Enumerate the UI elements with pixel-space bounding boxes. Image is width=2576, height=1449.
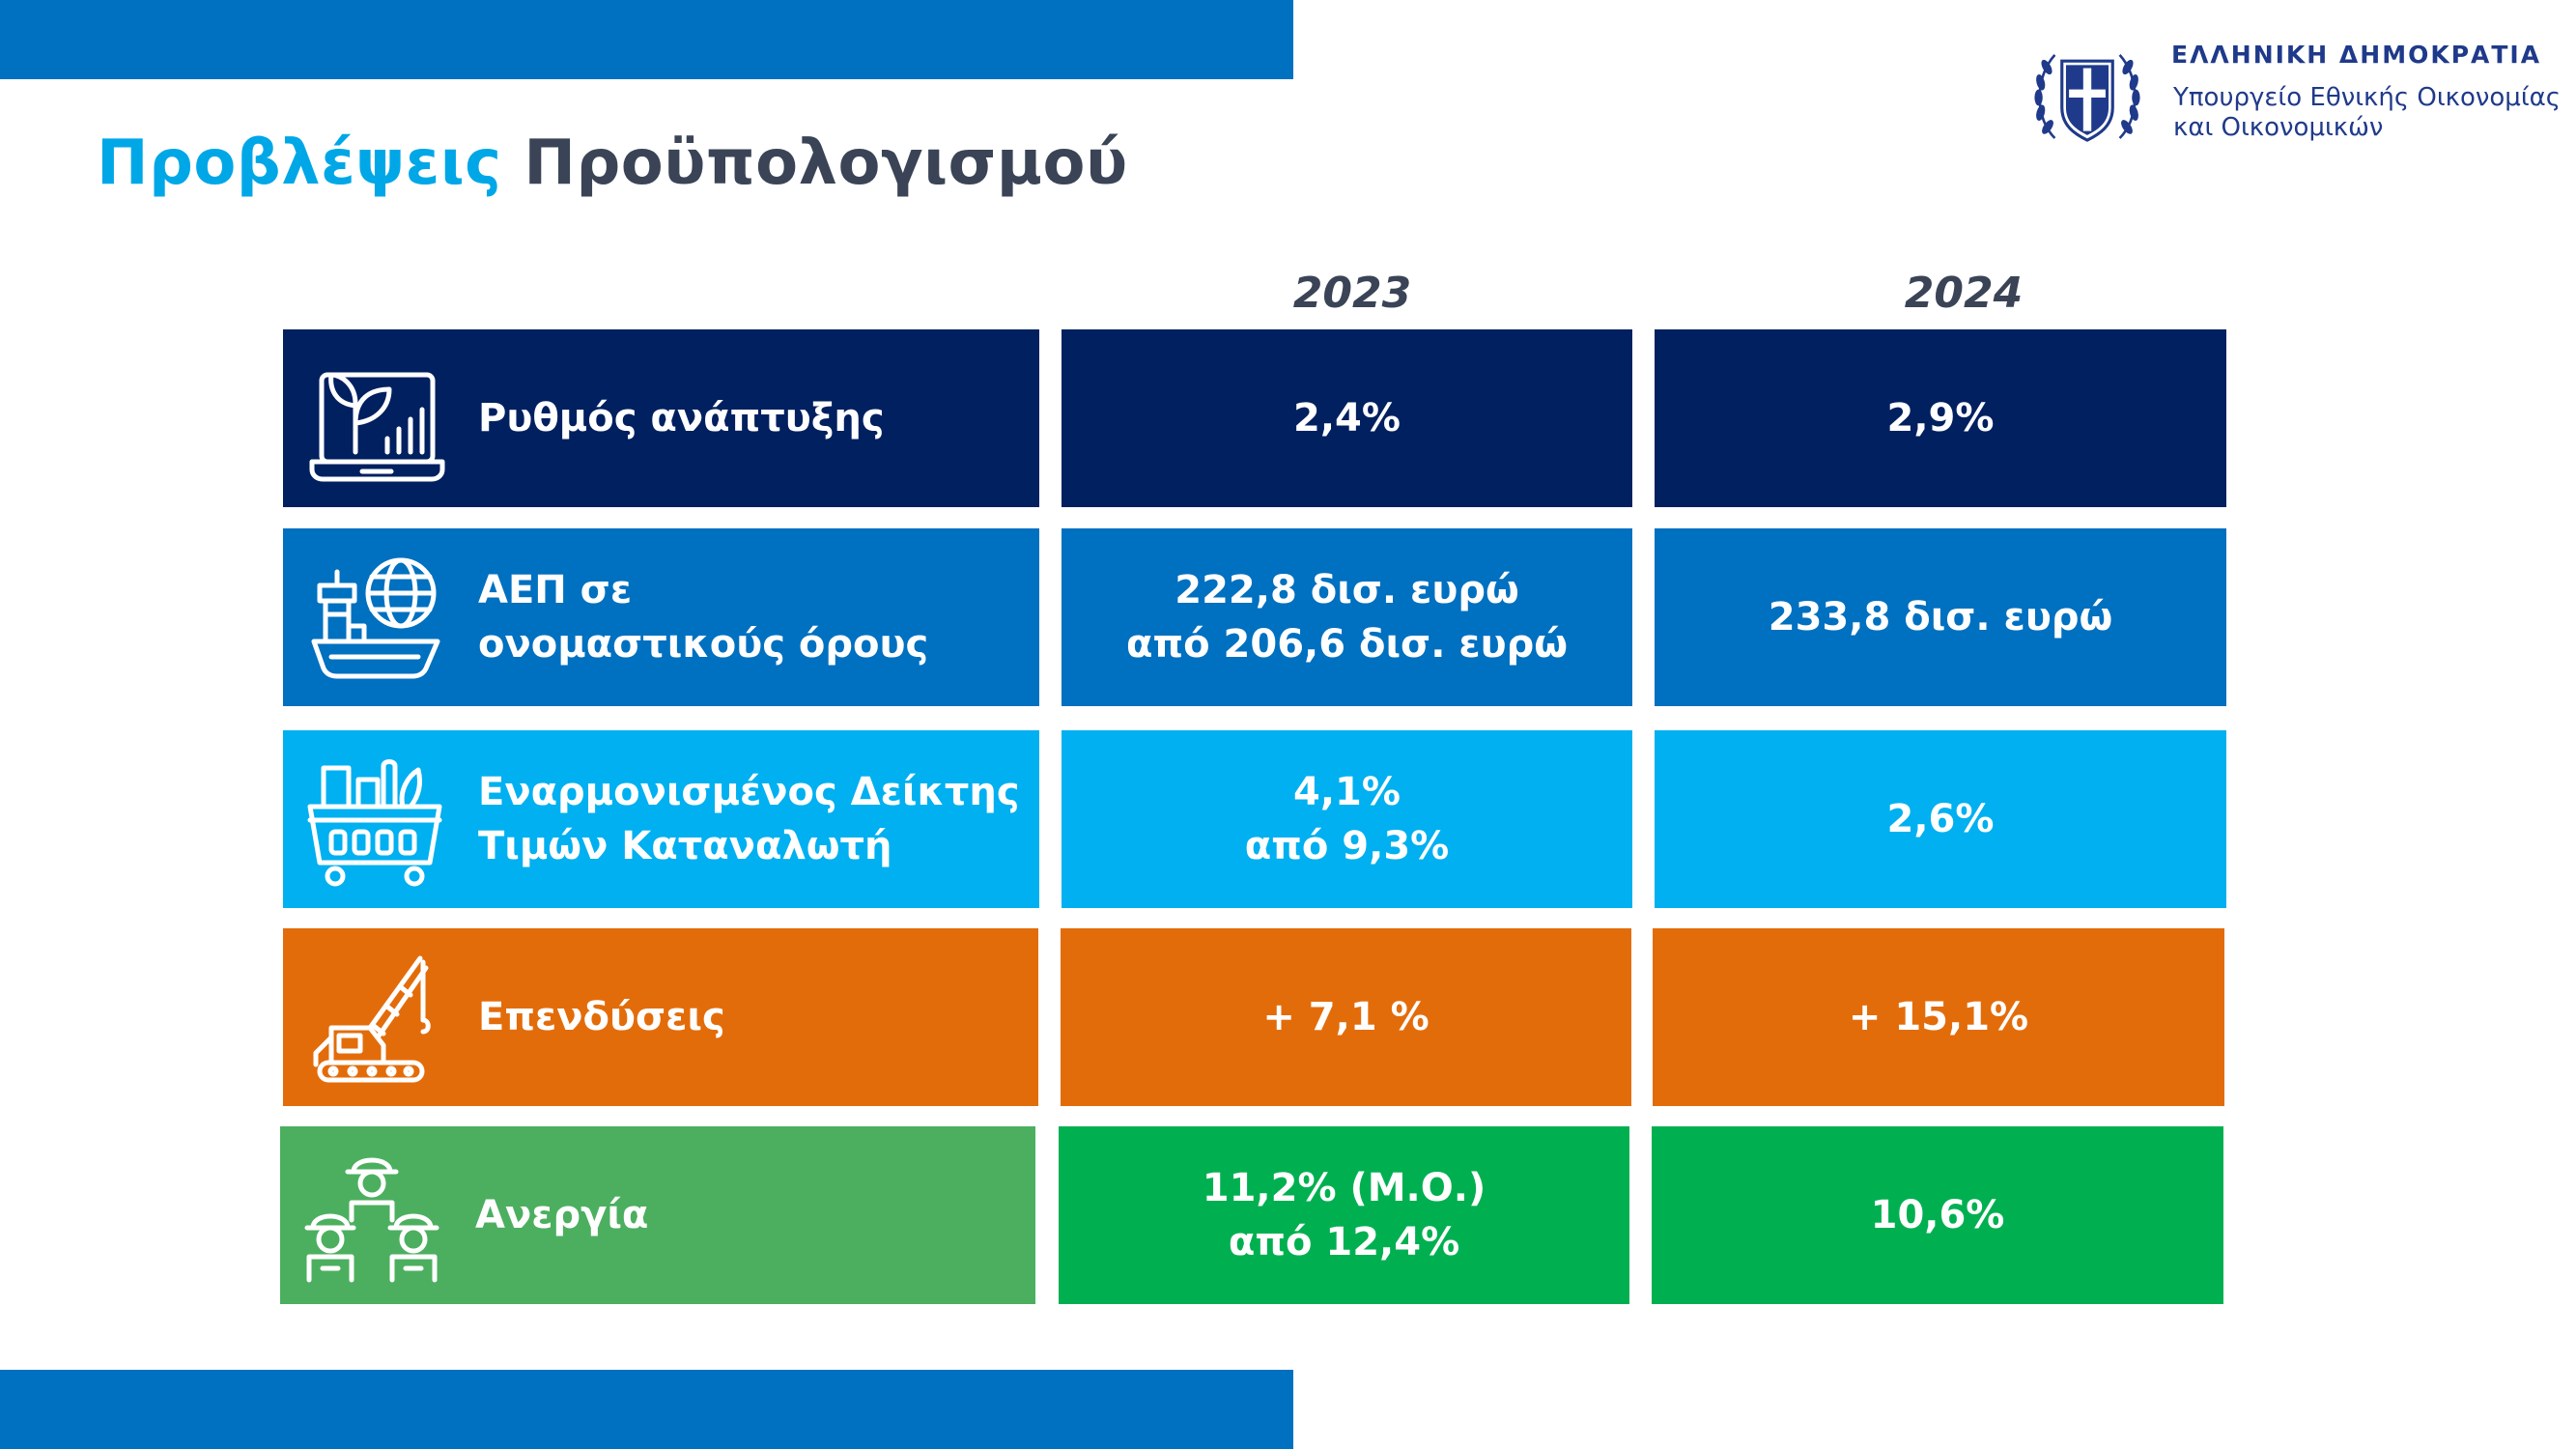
row-growth-2023-cell: 2,4% xyxy=(1062,329,1632,507)
year-header-2024: 2024 xyxy=(1904,269,2024,318)
excavator-crane-icon xyxy=(313,955,431,1083)
workers-group-icon xyxy=(304,1157,439,1283)
row-unemployment-2024-value: 10,6% xyxy=(1870,1193,2005,1237)
page-title-part1: Προβλέψεις xyxy=(97,128,502,199)
growth-chart-icon xyxy=(309,372,445,482)
row-unemployment-2023-cell: 11,2% (Μ.Ο.) από 12,4% xyxy=(1059,1126,1629,1304)
row-investments-2024-value: + 15,1% xyxy=(1848,995,2029,1039)
row-gdp-label-line2: ονομαστικούς όρους xyxy=(478,622,929,667)
row-growth-label: Ρυθμός ανάπτυξης xyxy=(478,391,885,445)
row-investments-label-cell: Επενδύσεις xyxy=(283,928,1038,1106)
row-gdp-label-cell: ΑΕΠ σε ονομαστικούς όρους xyxy=(283,528,1039,706)
row-hicp-2023-previous: από 9,3% xyxy=(1244,824,1450,868)
page-title-part2: Προϋπολογισμού xyxy=(524,128,1128,199)
row-gdp-label: ΑΕΠ σε ονομαστικούς όρους xyxy=(478,563,928,671)
row-unemployment-label: Ανεργία xyxy=(475,1188,648,1242)
ministry-name-line2: και Οικονομικών xyxy=(2173,113,2384,142)
top-accent-bar xyxy=(0,0,1293,79)
row-investments-2023-cell: + 7,1 % xyxy=(1061,928,1631,1106)
row-investments-2024-cell: + 15,1% xyxy=(1653,928,2224,1106)
row-unemployment-2023-value: 11,2% (Μ.Ο.) xyxy=(1202,1166,1486,1210)
row-growth-2024-cell: 2,9% xyxy=(1655,329,2226,507)
row-hicp-label-cell: Εναρμονισμένος Δείκτης Τιμών Καταναλωτή xyxy=(283,730,1039,908)
page-title: Προβλέψεις Προϋπολογισμού xyxy=(97,128,1128,199)
year-header-2023: 2023 xyxy=(1292,269,1412,318)
row-hicp-2023-value: 4,1% xyxy=(1293,770,1401,814)
row-growth-label-line: Ρυθμός ανάπτυξης xyxy=(478,396,885,440)
row-investments-2023-value: + 7,1 % xyxy=(1262,995,1430,1039)
row-unemployment-2024-cell: 10,6% xyxy=(1652,1126,2223,1304)
row-gdp-2023-cell: 222,8 δισ. ευρώ από 206,6 δισ. ευρώ xyxy=(1062,528,1632,706)
row-investments-label: Επενδύσεις xyxy=(478,990,725,1044)
shopping-basket-icon xyxy=(307,759,442,887)
row-gdp-label-line1: ΑΕΠ σε xyxy=(478,568,633,612)
row-gdp-2023-value: 222,8 δισ. ευρώ xyxy=(1175,568,1519,612)
ministry-country-name: ΕΛΛΗΝΙΚΗ ΔΗΜΟΚΡΑΤΙΑ xyxy=(2171,41,2542,69)
row-unemployment-2023-previous: από 12,4% xyxy=(1228,1220,1460,1264)
row-gdp-2024-cell: 233,8 δισ. ευρώ xyxy=(1655,528,2226,706)
row-hicp-2024-cell: 2,6% xyxy=(1655,730,2226,908)
row-hicp-2024-value: 2,6% xyxy=(1886,797,1995,841)
greek-coat-of-arms-icon xyxy=(2034,54,2140,142)
row-gdp-2024-value: 233,8 δισ. ευρώ xyxy=(1768,595,2113,639)
globe-ship-icon xyxy=(311,557,440,679)
row-hicp-label-line1: Εναρμονισμένος Δείκτης xyxy=(478,770,1020,814)
row-growth-label-cell: Ρυθμός ανάπτυξης xyxy=(283,329,1039,507)
row-unemployment-label-line: Ανεργία xyxy=(475,1193,649,1237)
ministry-name-line1: Υπουργείο Εθνικής Οικονομίας xyxy=(2173,83,2562,112)
row-hicp-label: Εναρμονισμένος Δείκτης Τιμών Καταναλωτή xyxy=(478,765,1020,873)
row-investments-label-line: Επενδύσεις xyxy=(478,995,725,1039)
row-growth-2023-value: 2,4% xyxy=(1293,396,1401,440)
row-hicp-label-line2: Τιμών Καταναλωτή xyxy=(478,824,892,868)
row-unemployment-label-cell: Ανεργία xyxy=(280,1126,1035,1304)
row-gdp-2023-previous: από 206,6 δισ. ευρώ xyxy=(1126,622,1568,667)
row-hicp-2023-cell: 4,1% από 9,3% xyxy=(1062,730,1632,908)
bottom-accent-bar xyxy=(0,1370,1293,1449)
row-growth-2024-value: 2,9% xyxy=(1886,396,1995,440)
